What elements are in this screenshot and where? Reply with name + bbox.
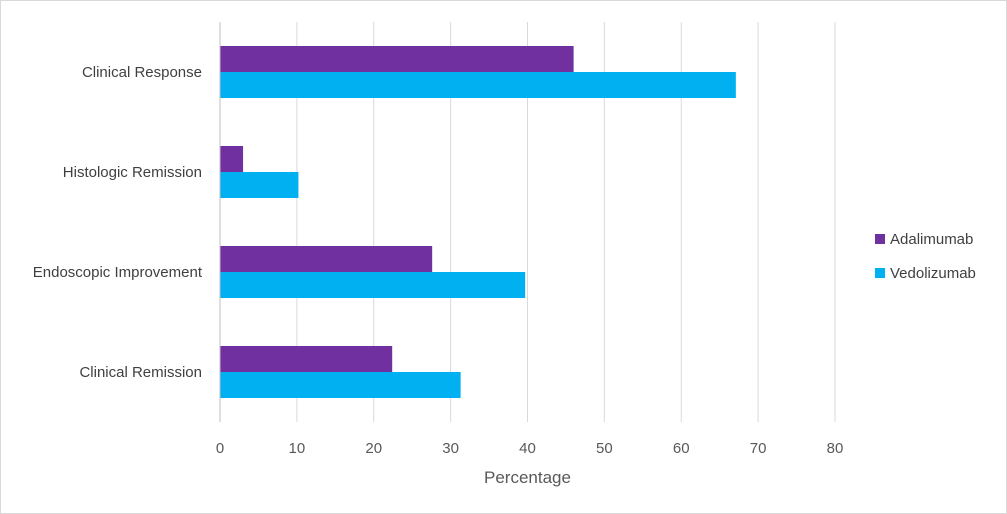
legend-label: Adalimumab: [890, 231, 973, 248]
x-tick-label: 80: [827, 440, 844, 457]
bar-vedolizumab: [220, 172, 299, 198]
legend: Adalimumab Vedolizumab: [875, 231, 976, 282]
category-label: Endoscopic Improvement: [33, 264, 203, 281]
legend-label: Vedolizumab: [890, 265, 976, 282]
bar-adalimumab: [220, 246, 433, 272]
bar-adalimumab: [220, 346, 393, 372]
legend-swatch: [875, 234, 885, 244]
category-label: Histologic Remission: [63, 164, 202, 181]
x-tick-label: 20: [365, 440, 382, 457]
bar-vedolizumab: [220, 72, 736, 98]
x-tick-label: 70: [750, 440, 767, 457]
bar-vedolizumab: [220, 372, 461, 398]
bar-vedolizumab: [220, 272, 526, 298]
x-tick-label: 50: [596, 440, 613, 457]
x-tick-labels: 0 10 20 30 40 50 60 70 80: [216, 440, 844, 457]
x-tick-label: 10: [289, 440, 306, 457]
bars: [220, 46, 736, 398]
legend-swatch: [875, 268, 885, 278]
bar-adalimumab: [220, 46, 574, 72]
category-labels: Clinical Response Histologic Remission End…: [33, 64, 203, 381]
x-tick-label: 0: [216, 440, 224, 457]
bar-adalimumab: [220, 146, 244, 172]
x-tick-label: 30: [442, 440, 459, 457]
category-label: Clinical Remission: [79, 364, 202, 381]
x-tick-label: 60: [673, 440, 690, 457]
x-tick-label: 40: [519, 440, 536, 457]
x-axis-title: Percentage: [484, 468, 571, 487]
category-label: Clinical Response: [82, 64, 202, 81]
